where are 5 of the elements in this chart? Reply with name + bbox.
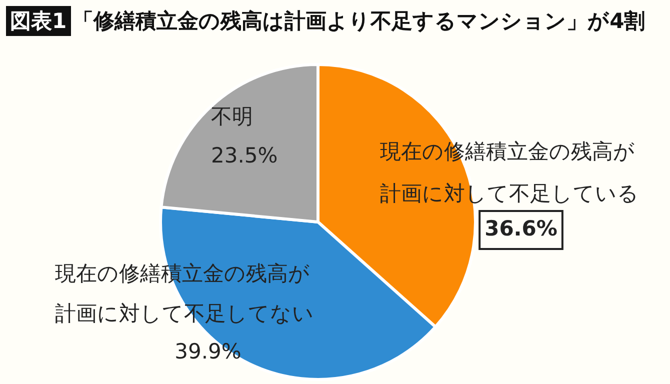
text: 図表1 <box>6 6 71 36</box>
data-label: 36.6% <box>484 216 558 240</box>
chart-title: 「修繕積立金の残高は計画より不足するマンション」が4割 <box>72 8 646 35</box>
data-label: 23.5% <box>211 143 278 168</box>
slice-label: 不明 <box>211 104 253 128</box>
